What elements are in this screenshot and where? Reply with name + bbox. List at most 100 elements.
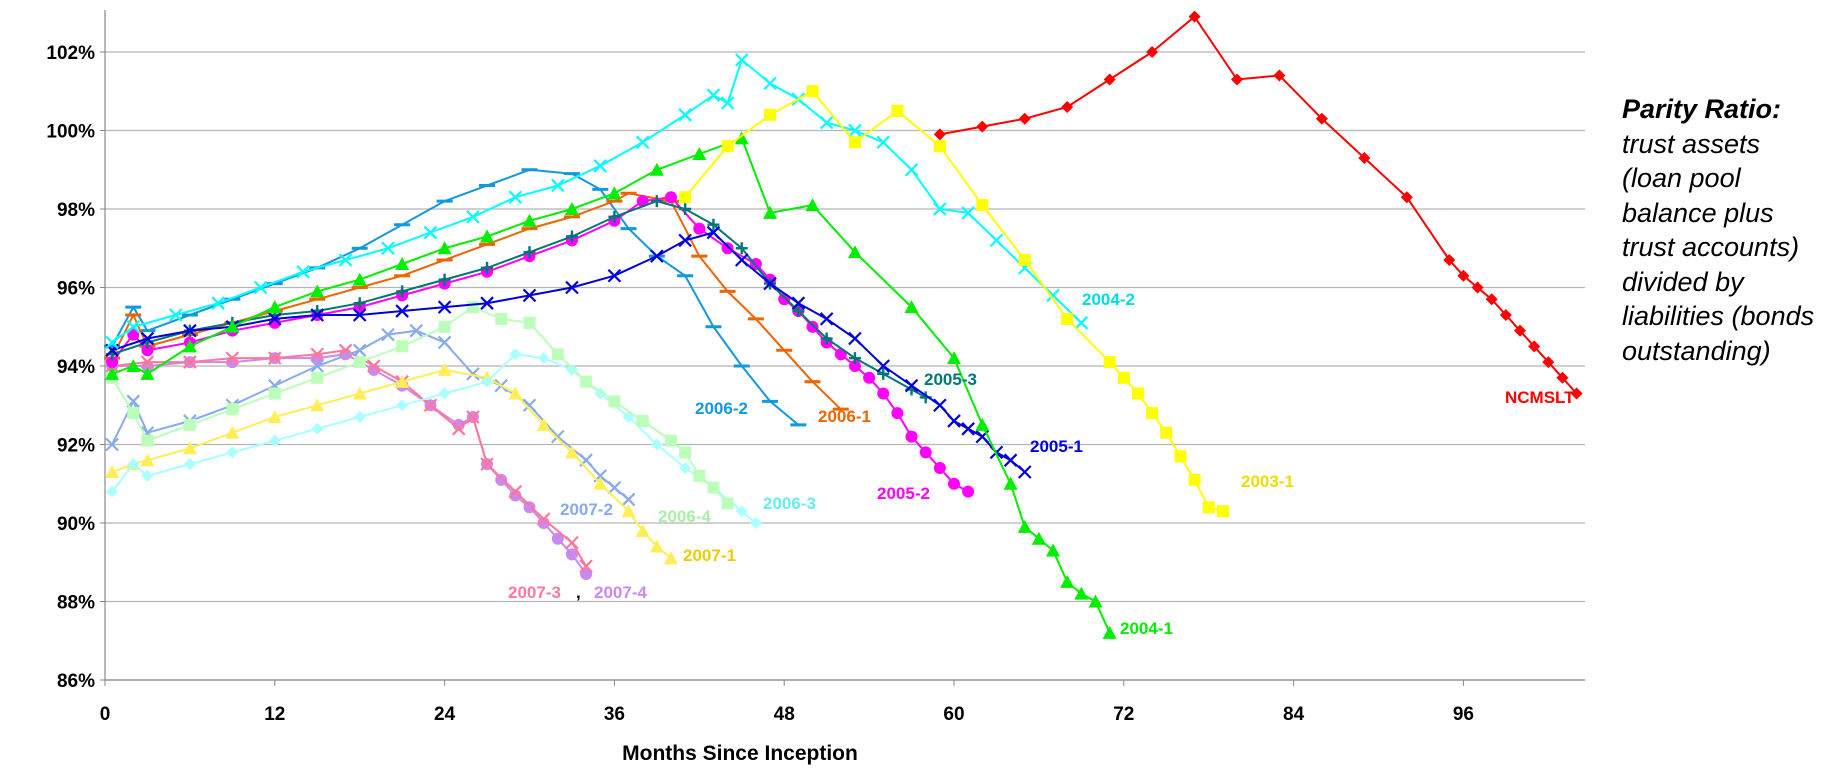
parity-ratio-chart: 86% 88% 90% 92% 94% 96% 98% 100% 102% 0 12 24 36 48 60…	[46, 10, 1585, 765]
series-label: NCMSLT	[1505, 388, 1575, 407]
data-point	[608, 210, 621, 223]
data-point	[848, 136, 861, 149]
data-point	[876, 359, 891, 373]
data-point	[1046, 543, 1061, 557]
data-point	[452, 418, 465, 431]
data-point	[678, 108, 692, 122]
series-line	[684, 90, 1224, 513]
data-point	[621, 504, 636, 518]
data-point	[338, 253, 353, 267]
data-point	[905, 430, 918, 443]
data-point	[806, 85, 819, 98]
data-point	[621, 492, 636, 507]
data-point	[466, 301, 479, 314]
data-point	[607, 480, 622, 495]
data-point	[607, 268, 622, 283]
data-point	[126, 319, 141, 334]
data-point	[395, 256, 410, 270]
data-point	[267, 300, 282, 314]
data-point	[692, 147, 707, 161]
data-point	[735, 505, 748, 518]
y-tick-label: 100%	[46, 122, 95, 143]
data-point	[1061, 100, 1074, 113]
series-2006-2	[104, 168, 807, 427]
data-point	[650, 249, 664, 263]
data-point	[381, 327, 395, 342]
data-point	[933, 202, 947, 216]
x-tick-label: 72	[1113, 704, 1134, 725]
note-body: trust assets (loan pool balance plus tru…	[1622, 128, 1815, 366]
data-point	[976, 120, 989, 133]
data-point	[106, 485, 119, 498]
series-2004-2	[105, 53, 1089, 350]
data-point	[947, 351, 961, 365]
data-point	[353, 297, 366, 310]
data-point	[1216, 505, 1229, 518]
data-point	[437, 241, 452, 255]
data-point	[877, 387, 890, 400]
data-point	[311, 422, 324, 435]
data-point	[183, 418, 196, 431]
data-point	[593, 476, 608, 490]
data-point	[480, 457, 494, 471]
data-point	[253, 280, 268, 295]
series-line	[111, 168, 800, 426]
data-point	[891, 104, 904, 117]
data-point	[105, 464, 120, 478]
series-2005-1	[105, 225, 1032, 479]
data-point	[948, 477, 960, 490]
axes: 86% 88% 90% 92% 94% 96% 98% 100% 102% 0 12 24 36 48 60…	[46, 10, 1585, 725]
data-point	[877, 367, 890, 380]
data-point	[140, 453, 155, 467]
series-line	[111, 200, 927, 399]
data-point	[1457, 269, 1470, 282]
series-line	[111, 196, 969, 493]
data-point	[395, 304, 409, 318]
data-point	[1102, 625, 1117, 639]
series-label: 2004-2	[1082, 290, 1135, 309]
data-point	[580, 375, 593, 388]
data-point	[537, 352, 550, 365]
data-point	[1088, 594, 1103, 608]
data-point	[1570, 387, 1583, 400]
data-point	[1031, 531, 1046, 545]
data-point	[183, 458, 196, 471]
data-point	[707, 481, 720, 494]
data-point	[127, 407, 140, 420]
data-point	[734, 131, 749, 145]
data-point	[904, 162, 919, 177]
data-point	[226, 403, 239, 416]
data-point	[437, 335, 452, 350]
series-line	[111, 368, 672, 560]
series-label: 2007-1	[683, 546, 736, 565]
data-point	[268, 387, 281, 400]
data-point	[438, 387, 451, 400]
series-labels: NCMSLT 2003-1 2004-2 2004-1 2005-1 2005-3 2005…	[508, 290, 1575, 638]
series-label: 2004-1	[1120, 619, 1173, 638]
data-point	[1103, 73, 1116, 86]
data-point	[495, 473, 508, 486]
data-point	[140, 331, 155, 346]
data-point	[522, 398, 537, 413]
data-point	[1188, 10, 1201, 23]
data-point	[352, 308, 367, 322]
series-label: 2006-4	[658, 507, 711, 526]
data-point	[1131, 387, 1144, 400]
data-point	[1400, 191, 1413, 204]
series-line	[111, 305, 729, 505]
data-point	[961, 422, 975, 436]
series-line	[111, 353, 757, 524]
data-point	[310, 308, 325, 322]
data-point	[1160, 426, 1173, 439]
data-point	[1061, 312, 1074, 325]
series-label: 2007-4	[594, 583, 647, 602]
data-point	[693, 469, 706, 482]
data-point	[635, 135, 650, 150]
data-point	[1358, 151, 1371, 164]
series-2007-4	[106, 348, 593, 581]
data-point	[1273, 69, 1286, 82]
data-point	[608, 395, 621, 408]
data-point	[495, 312, 508, 325]
data-point	[522, 213, 537, 227]
y-tick-label: 96%	[57, 279, 95, 300]
